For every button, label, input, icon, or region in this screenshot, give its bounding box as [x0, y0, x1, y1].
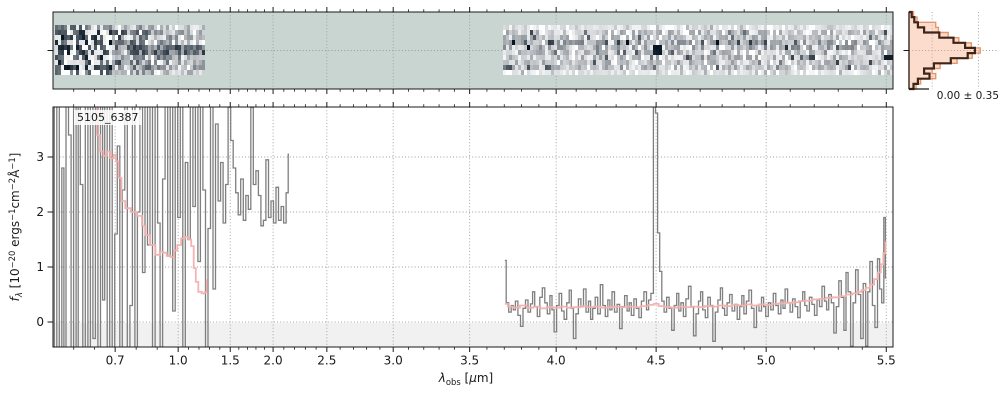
series-layer	[53, 107, 887, 347]
x-tick-label: 5.5	[877, 354, 896, 368]
x-tick-label: 1.5	[221, 354, 240, 368]
reference-histogram	[908, 11, 981, 90]
spec2d-panel	[47, 7, 894, 94]
residual-histogram-panel	[903, 10, 998, 91]
source-id-annotation: 5105_6387	[74, 110, 142, 125]
x-tick-label: 4.0	[547, 354, 566, 368]
y-tick-label: 2	[36, 205, 44, 219]
spectrum-panel: 0.7 1.0 1.5 2.0 2.5 3.0 3.5 4.0 4.5 5.0 5.5 0 1 2 3	[36, 102, 896, 368]
y-tick-label: 1	[36, 260, 44, 274]
model-spectrum-line	[504, 241, 887, 310]
x-tick-label: 1.0	[169, 354, 188, 368]
x-tick-label: 3.0	[384, 354, 403, 368]
x-tick-label: 5.0	[757, 354, 776, 368]
model-spectrum-line	[95, 107, 208, 295]
x-tick-label: 2.5	[317, 354, 336, 368]
y-tick-label: 0	[36, 315, 44, 329]
residual-histogram	[909, 10, 976, 91]
below-zero-band	[53, 323, 893, 347]
x-tick-label: 3.5	[460, 354, 479, 368]
observed-spectrum-line	[53, 107, 289, 347]
observed-spectrum-line	[504, 107, 887, 347]
y-axis-label: fλ [10−20 ergs−1cm−2Å−1]	[6, 152, 24, 302]
x-axis-label: λobs [μm]	[438, 371, 494, 387]
residual-stats-label: 0.00 ± 0.35	[936, 90, 999, 102]
x-tick-label: 2.0	[264, 354, 283, 368]
y-tick-label: 3	[36, 150, 44, 164]
spectrum-frame	[52, 106, 894, 348]
x-tick-label: 4.5	[647, 354, 666, 368]
x-tick-label: 0.7	[106, 354, 125, 368]
